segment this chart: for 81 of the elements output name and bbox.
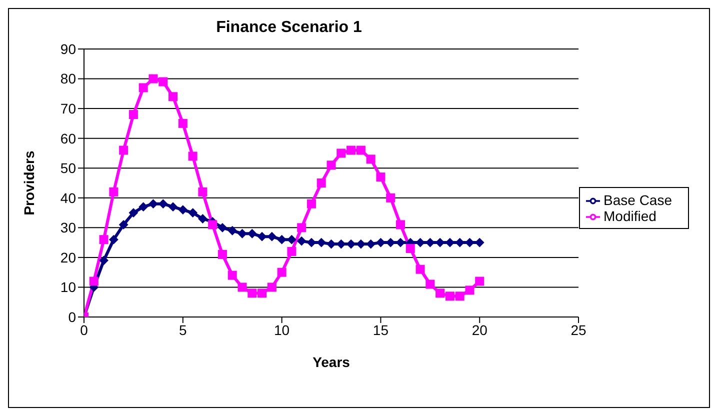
x-tick-label: 25	[570, 322, 587, 338]
x-tick-label: 0	[80, 322, 88, 338]
point	[168, 202, 178, 212]
x-tick-label: 20	[472, 322, 488, 338]
y-tick-label: 90	[60, 40, 76, 57]
point	[306, 238, 316, 248]
point	[336, 148, 346, 158]
point	[178, 205, 188, 214]
point	[208, 220, 218, 230]
point	[218, 250, 227, 259]
point	[277, 268, 286, 277]
point	[238, 229, 247, 238]
y-tick-label: 50	[60, 160, 76, 176]
x-axis-title: Years	[312, 354, 350, 370]
point	[99, 256, 108, 265]
point	[198, 214, 208, 224]
point	[277, 235, 286, 244]
point	[168, 92, 178, 102]
y-tick-label: 60	[60, 130, 76, 146]
x-tick-label: 5	[179, 322, 188, 338]
point	[248, 288, 257, 298]
y-tick-label: 0	[68, 308, 76, 325]
point	[366, 154, 376, 164]
y-tick-label: 20	[60, 249, 76, 266]
point	[287, 235, 296, 244]
y-tick-label: 30	[60, 220, 76, 236]
y-tick-label: 70	[60, 100, 76, 117]
y-tick-label: 80	[60, 70, 76, 87]
point	[138, 83, 148, 92]
point	[218, 223, 227, 232]
point	[228, 226, 237, 236]
point	[297, 223, 306, 232]
x-tick-label: 10	[274, 322, 290, 338]
point	[128, 110, 138, 120]
point	[248, 229, 257, 238]
point	[109, 187, 118, 196]
point	[267, 282, 276, 292]
chart-title: Finance Scenario 1	[215, 19, 363, 37]
point	[376, 172, 386, 182]
y-tick-label: 10	[60, 279, 76, 296]
point	[475, 238, 484, 248]
point	[346, 146, 356, 155]
point	[89, 276, 98, 286]
point	[436, 288, 445, 298]
point	[178, 118, 188, 128]
y-tick-label: 40	[60, 190, 76, 206]
point	[455, 292, 464, 301]
point	[188, 208, 198, 218]
y-axis-title: Providers	[20, 150, 37, 216]
point	[297, 236, 306, 246]
point	[148, 74, 158, 84]
point	[109, 235, 118, 244]
point	[406, 244, 415, 254]
legend-label: Base Case	[604, 192, 672, 208]
point	[416, 264, 425, 274]
point	[306, 199, 316, 208]
point	[188, 152, 198, 161]
point	[119, 146, 128, 155]
legend-label: Modified	[604, 208, 656, 224]
point	[238, 282, 247, 292]
x-tick-label: 15	[372, 322, 389, 338]
point	[99, 235, 108, 244]
point	[356, 146, 366, 155]
point	[128, 208, 138, 218]
point	[228, 270, 237, 280]
point	[138, 202, 148, 212]
point	[465, 286, 474, 295]
point	[475, 276, 484, 286]
point	[119, 220, 128, 230]
point	[326, 160, 336, 170]
point	[287, 246, 296, 256]
point	[396, 220, 405, 230]
point	[445, 292, 454, 301]
point	[258, 288, 267, 298]
point	[316, 178, 326, 188]
point	[426, 280, 435, 289]
point	[158, 199, 168, 208]
point	[158, 77, 168, 86]
point	[386, 193, 396, 202]
point	[198, 187, 208, 196]
point	[148, 199, 158, 208]
